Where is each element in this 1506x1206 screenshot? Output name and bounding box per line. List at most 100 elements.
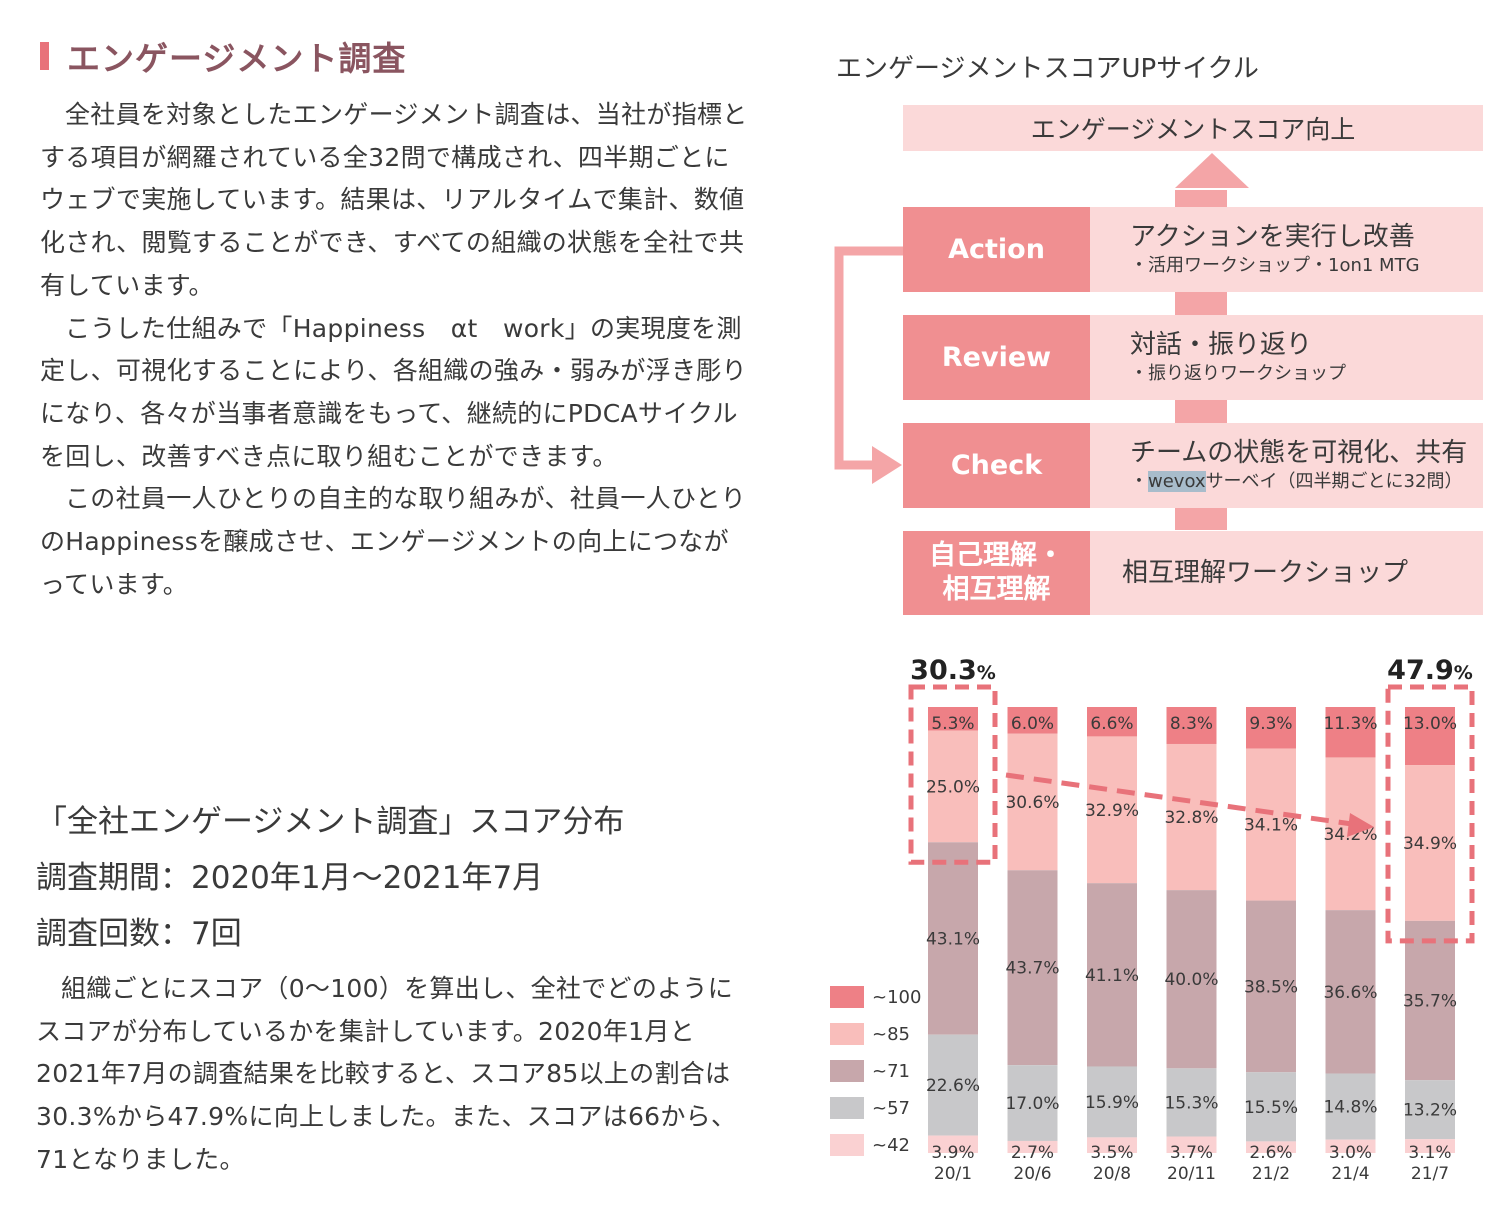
stage-check-desc: チームの状態を可視化、共有 ・wevoxサーベイ（四半期ごとに32問） [1090,423,1483,508]
loop-arrow-line [834,246,903,470]
survey-info: 「全社エンゲージメント調査」スコア分布 調査期間：2020年1月～2021年7月… [36,794,624,962]
highlight-total: 47.9% [1387,655,1473,686]
survey-title: 「全社エンゲージメント調査」スコア分布 [36,804,625,840]
bar-segment [1405,1139,1455,1153]
legend-label: ~71 [872,1060,910,1082]
survey-period: 調査期間：2020年1月～2021年7月 [36,860,544,896]
legend-label: ~100 [872,986,922,1008]
data-label: 2.7% [1011,1143,1054,1163]
data-label: 41.1% [1085,966,1139,986]
bar-segment [928,1135,978,1153]
data-label: 14.8% [1323,1098,1377,1118]
legend-item: ~85 [830,1023,910,1045]
stage-sub-text: ・活用ワークショップ・1on1 MTG [1130,253,1483,279]
bar-segment [1166,890,1217,1069]
bar-segment [928,707,978,731]
x-tick-label: 20/11 [1167,1164,1216,1184]
cycle-goal-box: エンゲージメントスコア向上 [903,105,1483,151]
bar-segment [1007,870,1058,1066]
legend-swatch [830,1134,864,1156]
highlight-box [1385,684,1475,944]
stage-understanding-desc: 相互理解ワークショップ [1090,531,1483,615]
stage-main-text: 相互理解ワークショップ [1122,558,1409,588]
data-label: 17.0% [1005,1094,1059,1114]
x-tick-label: 21/2 [1252,1164,1290,1184]
legend-swatch [830,1060,864,1082]
data-label: 15.9% [1085,1093,1139,1113]
stage-label: Check [950,449,1043,481]
x-tick-label: 20/6 [1013,1164,1051,1184]
x-tick-label: 21/7 [1411,1164,1449,1184]
data-label: 13.0% [1403,714,1457,734]
stage-label: Review [941,341,1052,373]
stage-check: Check [903,423,1090,508]
bar-segment [1246,748,1296,901]
data-label: 40.0% [1164,970,1218,990]
bar-segment [1325,1139,1376,1153]
stage-label: Action [948,233,1045,265]
legend-item: ~42 [830,1134,910,1156]
data-label: 43.1% [926,929,980,949]
sub-text: サーベイ（四半期ごとに32問） [1205,470,1463,492]
stage-action: Action [903,207,1090,292]
data-label: 3.0% [1329,1143,1372,1163]
data-label: 3.7% [1170,1143,1213,1163]
bar-segment [1405,707,1455,766]
bar-segment [1007,707,1058,734]
bar-segment [1087,883,1137,1067]
bar-segment [1246,707,1296,749]
sub-text: ・振り返りワークショップ [1130,362,1346,384]
section-title: エンゲージメント調査 [40,34,406,78]
data-label: 36.6% [1323,983,1377,1003]
trend-arrow-head-icon [1347,813,1374,837]
data-label: 3.5% [1090,1143,1133,1163]
section-title-text: エンゲージメント調査 [67,39,407,78]
data-label: 34.9% [1403,834,1457,854]
bar-segment [1087,736,1137,884]
bar-segment [1007,733,1058,871]
legend-item: ~57 [830,1097,910,1119]
bar-segment [1166,1136,1217,1153]
stage-sub-text: ・wevoxサーベイ（四半期ごとに32問） [1130,469,1483,495]
intro-paragraph: この社員一人ひとりの自主的な取り組みが、社員一人ひとりのHappinessを醸成… [40,484,747,599]
data-label: 3.1% [1408,1143,1451,1163]
sub-text: ・ [1130,470,1148,492]
data-label: 30.6% [1005,793,1059,813]
bar-segment [1007,1140,1058,1153]
bar-segment [1166,707,1217,744]
data-label: 22.6% [926,1076,980,1096]
stage-main-text: アクションを実行し改善 [1130,221,1415,252]
x-tick-label: 20/1 [934,1164,972,1184]
stage-sub-text: ・振り返りワークショップ [1130,361,1483,387]
stage-action-desc: アクションを実行し改善 ・活用ワークショップ・1on1 MTG [1090,207,1483,292]
data-label: 8.3% [1170,714,1213,734]
bar-segment [1246,900,1296,1073]
score-distribution-chart: 5.3% 25.0% 43.1% 22.6% 3.9%20/1 6.0% 30.6% 43.7… [908,655,1475,1184]
bar-segment [1007,1065,1058,1141]
data-label: 32.9% [1085,801,1139,821]
highlighted-term: wevox [1148,470,1206,492]
x-tick-label: 20/8 [1093,1164,1131,1184]
bar-segment [1166,1068,1217,1137]
legend-swatch [830,1097,864,1119]
trend-arrow-line [1005,772,1353,827]
bar-segment [1405,920,1455,1081]
data-label: 5.3% [931,714,974,734]
intro-paragraph: 全社員を対象としたエンゲージメント調査は、当社が指標とする項目が網羅されている全… [40,100,748,300]
bar-segment [928,1034,978,1136]
survey-description: 組織ごとにスコア（0～100）を算出し、全社でどのようにスコアが分布しているかを… [36,968,748,1182]
data-label: 15.3% [1164,1093,1218,1113]
stage-review-desc: 対話・振り返り ・振り返りワークショップ [1090,315,1483,400]
highlight-total: 30.3% [910,655,996,686]
bar-segment [1087,1066,1137,1138]
stage-review: Review [903,315,1090,400]
legend-label: ~42 [872,1134,910,1156]
data-label: 38.5% [1244,977,1298,997]
legend-item: ~71 [830,1060,910,1082]
sub-text: ・活用ワークショップ・1on1 MTG [1130,254,1420,276]
data-label: 6.6% [1090,714,1133,734]
data-label: 3.9% [931,1143,974,1163]
survey-description-text: 組織ごとにスコア（0～100）を算出し、全社でどのようにスコアが分布しているかを… [36,974,737,1174]
legend-item: ~100 [830,986,921,1008]
stage-main-text: チームの状態を可視化、共有 [1130,437,1468,468]
